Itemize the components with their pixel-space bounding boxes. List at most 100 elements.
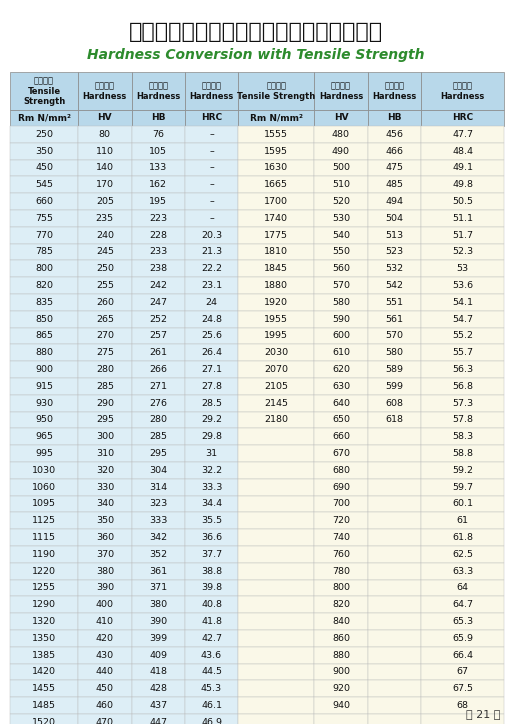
Bar (185, 261, 238, 277)
Bar (10, 395, 78, 412)
Bar (421, 546, 504, 563)
Text: 维氏硬度
Hardness: 维氏硬度 Hardness (319, 81, 363, 101)
Bar (10, 546, 78, 563)
Text: 504: 504 (386, 214, 403, 223)
Bar (185, 479, 238, 496)
Text: 242: 242 (149, 281, 167, 290)
Text: 450: 450 (35, 164, 53, 172)
Text: 250: 250 (96, 264, 114, 273)
Bar (78, 395, 132, 412)
Bar (78, 681, 132, 697)
Text: 44.5: 44.5 (201, 668, 222, 676)
Text: 48.4: 48.4 (452, 147, 473, 156)
Text: 维氏硬度
Hardness: 维氏硬度 Hardness (83, 81, 127, 101)
Text: 785: 785 (35, 248, 53, 256)
Bar (10, 126, 78, 143)
Bar (238, 261, 314, 277)
Bar (421, 177, 504, 193)
Text: HRC: HRC (201, 114, 222, 122)
Bar (10, 159, 78, 177)
Text: 760: 760 (332, 550, 350, 559)
Bar (314, 210, 368, 227)
Bar (10, 681, 78, 697)
Text: 420: 420 (96, 634, 114, 643)
Text: 247: 247 (149, 298, 167, 307)
Bar (238, 664, 314, 681)
Bar (132, 496, 185, 513)
Bar (238, 294, 314, 311)
Bar (368, 496, 421, 513)
Text: 22.2: 22.2 (201, 264, 222, 273)
Bar (185, 529, 238, 546)
Bar (368, 412, 421, 429)
Text: 400: 400 (96, 600, 114, 610)
Text: 440: 440 (96, 668, 114, 676)
Bar (368, 159, 421, 177)
Bar (132, 227, 185, 243)
Bar (78, 597, 132, 613)
Bar (185, 597, 238, 613)
Bar (421, 159, 504, 177)
Text: 620: 620 (332, 365, 350, 374)
Bar (368, 479, 421, 496)
Bar (132, 177, 185, 193)
Bar (10, 513, 78, 529)
Bar (78, 513, 132, 529)
Text: 61.8: 61.8 (452, 533, 473, 542)
Bar (421, 311, 504, 327)
Bar (78, 193, 132, 210)
Text: 洛氏硬度
Hardness: 洛氏硬度 Hardness (189, 81, 233, 101)
Bar (314, 580, 368, 597)
Bar (185, 580, 238, 597)
Text: 57.3: 57.3 (452, 399, 473, 408)
Bar (132, 210, 185, 227)
Bar (78, 630, 132, 647)
Bar (238, 513, 314, 529)
Bar (78, 327, 132, 345)
Bar (132, 681, 185, 697)
Bar (368, 546, 421, 563)
Text: 865: 865 (35, 332, 53, 340)
Text: 240: 240 (96, 231, 114, 240)
Text: 42.7: 42.7 (201, 634, 222, 643)
Text: 133: 133 (149, 164, 167, 172)
Bar (368, 72, 421, 110)
Text: –: – (209, 147, 214, 156)
Bar (10, 261, 78, 277)
Bar (368, 664, 421, 681)
Bar (368, 227, 421, 243)
Bar (185, 143, 238, 159)
Text: 36.6: 36.6 (201, 533, 222, 542)
Text: 223: 223 (149, 214, 167, 223)
Bar (238, 126, 314, 143)
Text: 56.8: 56.8 (452, 382, 473, 391)
Text: 370: 370 (96, 550, 114, 559)
Text: 480: 480 (332, 130, 350, 139)
Text: 418: 418 (149, 668, 167, 676)
Text: Rm N/mm²: Rm N/mm² (250, 114, 303, 122)
Bar (314, 378, 368, 395)
Bar (185, 277, 238, 294)
Text: 59.7: 59.7 (452, 483, 473, 492)
Text: HB: HB (151, 114, 165, 122)
Text: 20.3: 20.3 (201, 231, 222, 240)
Text: 720: 720 (332, 516, 350, 526)
Text: 55.2: 55.2 (452, 332, 473, 340)
Bar (314, 126, 368, 143)
Bar (314, 193, 368, 210)
Text: 43.6: 43.6 (201, 651, 222, 660)
Bar (421, 597, 504, 613)
Bar (314, 597, 368, 613)
Text: 660: 660 (332, 432, 350, 442)
Text: 37.7: 37.7 (201, 550, 222, 559)
Bar (368, 277, 421, 294)
Bar (368, 630, 421, 647)
Bar (132, 479, 185, 496)
Bar (368, 143, 421, 159)
Bar (10, 277, 78, 294)
Bar (10, 327, 78, 345)
Text: 34.4: 34.4 (201, 500, 222, 508)
Bar (185, 647, 238, 664)
Bar (421, 227, 504, 243)
Text: 275: 275 (96, 348, 114, 358)
